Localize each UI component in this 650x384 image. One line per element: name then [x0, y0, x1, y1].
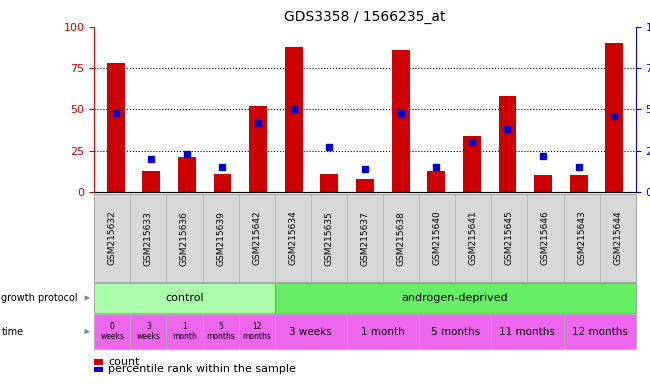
Title: GDS3358 / 1566235_at: GDS3358 / 1566235_at	[284, 10, 446, 25]
Bar	[214, 174, 231, 192]
Text: 3 weeks: 3 weeks	[289, 326, 332, 337]
Text: GSM215645: GSM215645	[505, 211, 514, 265]
Bar	[570, 175, 588, 192]
Text: GSM215638: GSM215638	[396, 211, 406, 265]
Bar	[463, 136, 481, 192]
Bar	[534, 175, 552, 192]
Bar	[499, 96, 516, 192]
Text: GSM215643: GSM215643	[577, 211, 586, 265]
Text: 5
months: 5 months	[206, 322, 235, 341]
Text: 12 months: 12 months	[571, 326, 627, 337]
Bar	[320, 174, 338, 192]
Text: control: control	[165, 293, 204, 303]
Bar	[356, 179, 374, 192]
Text: GSM215646: GSM215646	[541, 211, 550, 265]
Bar	[392, 50, 410, 192]
Text: GSM215635: GSM215635	[324, 211, 333, 265]
Bar	[107, 63, 125, 192]
Text: GSM215641: GSM215641	[469, 211, 478, 265]
Text: GSM215634: GSM215634	[289, 211, 297, 265]
Bar	[249, 106, 267, 192]
Bar	[178, 157, 196, 192]
Text: 3
weeks: 3 weeks	[136, 322, 161, 341]
Bar	[142, 170, 160, 192]
Text: GSM215637: GSM215637	[361, 211, 369, 265]
Bar	[605, 43, 623, 192]
Bar	[285, 47, 303, 192]
Bar	[427, 170, 445, 192]
Text: 0
weeks: 0 weeks	[100, 322, 124, 341]
Text: GSM215640: GSM215640	[433, 211, 441, 265]
Text: GSM215639: GSM215639	[216, 211, 225, 265]
Text: time: time	[1, 326, 23, 337]
Text: androgen-deprived: androgen-deprived	[402, 293, 508, 303]
Text: 12
months: 12 months	[242, 322, 271, 341]
Text: growth protocol: growth protocol	[1, 293, 78, 303]
Text: 11 months: 11 months	[499, 326, 555, 337]
Text: GSM215633: GSM215633	[144, 211, 153, 265]
Text: GSM215632: GSM215632	[108, 211, 117, 265]
Text: percentile rank within the sample: percentile rank within the sample	[108, 364, 296, 374]
Text: GSM215644: GSM215644	[613, 211, 622, 265]
Text: GSM215636: GSM215636	[180, 211, 189, 265]
Text: 5 months: 5 months	[430, 326, 480, 337]
Text: count: count	[108, 357, 139, 367]
Text: GSM215642: GSM215642	[252, 211, 261, 265]
Text: 1 month: 1 month	[361, 326, 405, 337]
Text: 1
month: 1 month	[172, 322, 197, 341]
